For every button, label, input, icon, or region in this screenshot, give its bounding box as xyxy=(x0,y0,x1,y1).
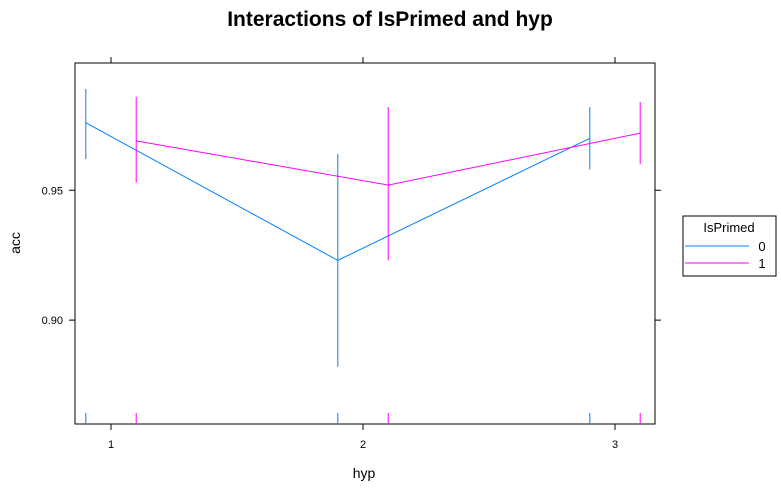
legend-label-0: 0 xyxy=(758,239,765,254)
legend-title: IsPrimed xyxy=(703,220,754,235)
rug-layer xyxy=(85,413,641,424)
legend-label-1: 1 xyxy=(758,256,765,271)
x-tick-label-2: 2 xyxy=(360,439,366,451)
legend: IsPrimed 0 1 xyxy=(682,215,777,277)
series-layer xyxy=(85,88,641,367)
chart-title: Interactions of IsPrimed and hyp xyxy=(227,8,553,31)
x-axis-label: hyp xyxy=(353,465,376,481)
x-tick-label-3: 3 xyxy=(612,439,618,451)
plot-panel xyxy=(74,62,656,425)
x-tick-label-1: 1 xyxy=(108,439,114,451)
axis-ticks: 1 2 3 0.90 0.95 xyxy=(42,57,661,451)
y-tick-label-0.90: 0.90 xyxy=(42,315,63,327)
y-tick-label-0.95: 0.95 xyxy=(42,185,63,197)
y-axis-label: acc xyxy=(7,232,23,254)
